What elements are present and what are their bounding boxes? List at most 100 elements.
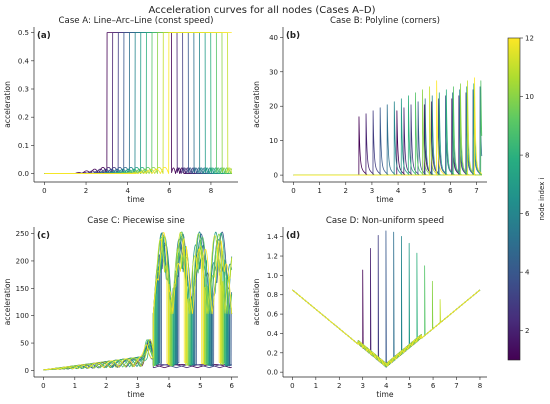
y-tick-label: 0.2 <box>267 349 278 357</box>
colorbar-tick-label: 4 <box>525 269 530 277</box>
y-tick-label: 0.0 <box>18 170 29 178</box>
colorbar-label: node index i <box>538 177 546 220</box>
series-line-node-4 <box>292 230 481 368</box>
colorbar-gradient <box>507 37 521 361</box>
x-tick-label: 2 <box>104 382 108 390</box>
series-group <box>44 32 233 174</box>
x-tick-label: 0 <box>41 382 45 390</box>
y-tick-label: 40 <box>269 34 278 42</box>
series-line-node-1 <box>44 32 232 174</box>
series-line-node-12 <box>43 232 233 371</box>
series-group <box>293 77 483 176</box>
x-tick-label: 1 <box>314 382 318 390</box>
y-tick-label: 0 <box>274 172 278 180</box>
panel-tag: (d) <box>286 231 300 241</box>
x-tick-label: 3 <box>135 382 139 390</box>
x-tick-label: 4 <box>167 382 172 390</box>
y-tick-label: 1.4 <box>267 233 279 241</box>
y-tick-label: 0.4 <box>18 57 30 65</box>
chart-panel-c: Case C: Piecewise sine 0 1 2 3 4 5 6 0 50 100 150 20… <box>3 216 238 399</box>
x-tick-label: 0 <box>290 382 294 390</box>
x-tick-label: 8 <box>209 187 213 195</box>
y-tick-label: 0 <box>25 367 29 375</box>
figure-title: Acceleration curves for all nodes (Cases… <box>148 5 375 16</box>
series-group <box>43 231 233 371</box>
series-line-node-11 <box>44 32 233 174</box>
x-tick-label: 1 <box>73 382 77 390</box>
y-tick-label: 20 <box>269 103 278 111</box>
x-tick-label: 0 <box>42 187 46 195</box>
series-line-node-9 <box>44 32 232 174</box>
chart-panel-a: Case A: Line–Arc–Line (const speed) 0 2 4 6 8… <box>3 16 238 204</box>
y-axis-label: acceleration <box>3 81 12 128</box>
y-tick-label: 10 <box>269 137 278 145</box>
panel-title: Case B: Polyline (corners) <box>330 16 440 26</box>
y-tick-label: 1.2 <box>267 253 278 261</box>
x-tick-label: 0 <box>291 187 295 195</box>
series-line-node-10 <box>43 233 233 371</box>
series-line-node-4 <box>44 32 232 174</box>
x-axis-label: time <box>376 195 393 204</box>
colorbar-tick-label: 2 <box>525 327 529 335</box>
x-tick-label: 7 <box>454 382 458 390</box>
y-tick-label: 50 <box>20 340 29 348</box>
y-tick-label: 0.6 <box>267 311 279 319</box>
y-tick-label: 0.3 <box>18 86 29 94</box>
series-group <box>292 230 481 368</box>
series-line-node-12 <box>292 289 481 367</box>
x-tick-label: 4 <box>396 187 401 195</box>
series-line-node-5 <box>44 32 232 174</box>
panel-tag: (a) <box>37 31 51 41</box>
panel-title: Case A: Line–Arc–Line (const speed) <box>59 16 214 26</box>
x-tick-label: 2 <box>337 382 341 390</box>
x-tick-label: 6 <box>167 187 172 195</box>
x-tick-label: 5 <box>198 382 202 390</box>
panel-tag: (c) <box>37 231 50 241</box>
x-tick-label: 3 <box>360 382 364 390</box>
series-line-node-8 <box>44 32 232 174</box>
x-tick-label: 1 <box>317 187 321 195</box>
x-tick-label: 7 <box>474 187 478 195</box>
y-axis-label: acceleration <box>3 278 12 325</box>
x-tick-label: 6 <box>431 382 436 390</box>
panel-title: Case C: Piecewise sine <box>87 216 185 226</box>
x-tick-label: 8 <box>478 382 482 390</box>
series-line-node-12 <box>44 32 232 174</box>
y-tick-label: 0.8 <box>267 291 278 299</box>
series-line-node-7 <box>44 32 232 174</box>
x-tick-label: 5 <box>422 187 426 195</box>
colorbar-tick-label: 10 <box>525 93 534 101</box>
panel-tag: (b) <box>286 31 300 41</box>
series-line-node-10 <box>44 32 233 174</box>
y-tick-label: 100 <box>16 312 29 320</box>
x-tick-label: 6 <box>448 187 453 195</box>
y-axis-label: acceleration <box>252 81 261 128</box>
x-axis-label: time <box>127 195 144 204</box>
x-tick-label: 6 <box>229 382 234 390</box>
x-tick-label: 4 <box>384 382 389 390</box>
x-axis-label: time <box>376 390 393 399</box>
y-tick-label: 0.4 <box>267 330 279 338</box>
series-line-node-6 <box>44 32 232 174</box>
series-line-node-2 <box>44 32 232 174</box>
chart-panel-d: Case D: Non-uniform speed 0 1 2 3 4 5 6 7 8 0.0 0.2… <box>252 216 487 399</box>
y-tick-label: 0.2 <box>18 114 29 122</box>
y-tick-label: 30 <box>269 68 278 76</box>
x-axis-label: time <box>127 390 144 399</box>
y-tick-label: 1.0 <box>267 272 278 280</box>
x-tick-label: 2 <box>84 187 88 195</box>
panel-title: Case D: Non-uniform speed <box>326 216 444 226</box>
y-tick-label: 0.5 <box>18 29 29 37</box>
chart-panel-b: Case B: Polyline (corners) 0 1 2 3 4 5 6 7 0 10 20 3… <box>252 16 487 204</box>
y-tick-label: 250 <box>16 230 29 238</box>
y-tick-label: 0.0 <box>267 369 278 377</box>
colorbar-tick-label: 8 <box>525 152 529 160</box>
x-tick-label: 2 <box>344 187 348 195</box>
colorbar-tick-label: 12 <box>525 35 534 43</box>
y-axis-label: acceleration <box>252 278 261 325</box>
series-line-node-3 <box>44 32 232 174</box>
colorbar: 2 4 6 8 10 12 node index i <box>507 35 546 361</box>
y-tick-label: 0.1 <box>18 142 29 150</box>
